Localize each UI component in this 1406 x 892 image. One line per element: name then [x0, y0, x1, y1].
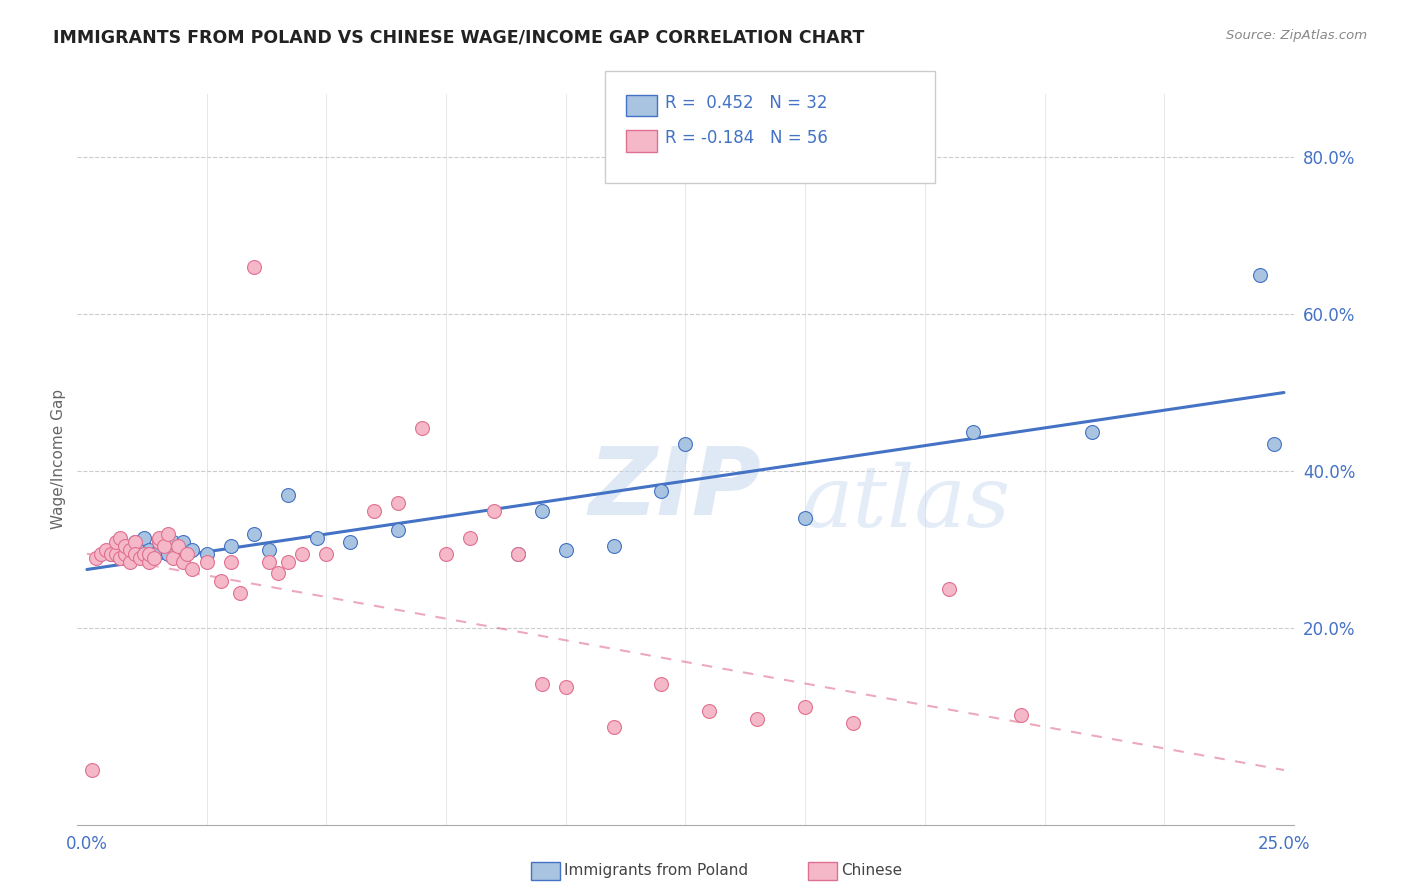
Point: [842, 715, 865, 730]
Y-axis label: Wage/Income Gap: Wage/Income Gap: [51, 389, 66, 530]
Point: [257, 555, 280, 569]
Point: [363, 503, 385, 517]
Point: [243, 527, 266, 541]
Point: [243, 260, 266, 274]
Point: [434, 547, 457, 561]
Point: [506, 547, 529, 561]
Point: [305, 531, 328, 545]
Point: [152, 539, 174, 553]
Point: [339, 535, 361, 549]
Point: [209, 574, 232, 589]
Point: [482, 503, 505, 517]
Point: [110, 531, 132, 545]
Point: [1249, 268, 1271, 282]
Text: IMMIGRANTS FROM POLAND VS CHINESE WAGE/INCOME GAP CORRELATION CHART: IMMIGRANTS FROM POLAND VS CHINESE WAGE/I…: [53, 29, 865, 46]
Point: [162, 535, 184, 549]
Point: [411, 421, 433, 435]
Point: [110, 550, 132, 565]
Point: [114, 547, 136, 561]
Point: [650, 676, 672, 690]
Point: [181, 542, 204, 557]
Point: [277, 555, 299, 569]
Point: [148, 531, 170, 545]
Point: [167, 539, 190, 553]
Point: [128, 550, 150, 565]
Point: [219, 539, 242, 553]
Point: [124, 547, 146, 561]
Point: [172, 535, 194, 549]
Point: [506, 547, 529, 561]
Point: [554, 681, 576, 695]
Text: Source: ZipAtlas.com: Source: ZipAtlas.com: [1226, 29, 1367, 42]
Point: [157, 527, 180, 541]
Point: [458, 531, 481, 545]
Point: [267, 566, 290, 581]
Point: [938, 582, 960, 596]
Point: [1081, 425, 1104, 439]
Point: [157, 547, 180, 561]
Point: [530, 676, 553, 690]
Point: [176, 547, 198, 561]
Point: [794, 700, 817, 714]
Point: [1263, 436, 1285, 450]
Point: [138, 555, 160, 569]
Point: [148, 535, 170, 549]
Point: [747, 712, 769, 726]
Point: [172, 555, 194, 569]
Point: [114, 539, 136, 553]
Point: [291, 547, 314, 561]
Point: [229, 586, 252, 600]
Point: [195, 555, 218, 569]
Point: [530, 503, 553, 517]
Point: [90, 547, 112, 561]
Point: [602, 720, 624, 734]
Point: [794, 511, 817, 525]
Point: [219, 555, 242, 569]
Point: [315, 547, 337, 561]
Point: [118, 555, 141, 569]
Point: [142, 547, 165, 561]
Point: [195, 547, 218, 561]
Point: [114, 539, 136, 553]
Point: [148, 535, 170, 549]
Text: R =  0.452   N = 32: R = 0.452 N = 32: [665, 94, 828, 112]
Point: [124, 535, 146, 549]
Point: [142, 550, 165, 565]
Point: [699, 704, 721, 718]
Point: [387, 523, 409, 537]
Point: [104, 535, 127, 549]
Point: [181, 562, 204, 576]
Point: [104, 547, 127, 561]
Point: [277, 488, 299, 502]
Text: Immigrants from Poland: Immigrants from Poland: [564, 863, 748, 878]
Text: Chinese: Chinese: [841, 863, 901, 878]
Point: [94, 542, 117, 557]
Point: [554, 542, 576, 557]
Point: [257, 542, 280, 557]
Text: atlas: atlas: [801, 462, 1010, 545]
Point: [962, 425, 984, 439]
Point: [80, 763, 103, 777]
Point: [387, 495, 409, 509]
Text: ZIP: ZIP: [588, 442, 761, 534]
Point: [675, 436, 697, 450]
Point: [1010, 708, 1032, 723]
Point: [138, 542, 160, 557]
Point: [152, 539, 174, 553]
Point: [118, 542, 141, 557]
Point: [128, 542, 150, 557]
Point: [138, 547, 160, 561]
Text: R = -0.184   N = 56: R = -0.184 N = 56: [665, 129, 828, 147]
Point: [124, 535, 146, 549]
Point: [602, 539, 624, 553]
Point: [86, 550, 108, 565]
Point: [100, 547, 122, 561]
Point: [650, 483, 672, 498]
Point: [162, 550, 184, 565]
Point: [100, 547, 122, 561]
Point: [134, 531, 156, 545]
Point: [134, 547, 156, 561]
